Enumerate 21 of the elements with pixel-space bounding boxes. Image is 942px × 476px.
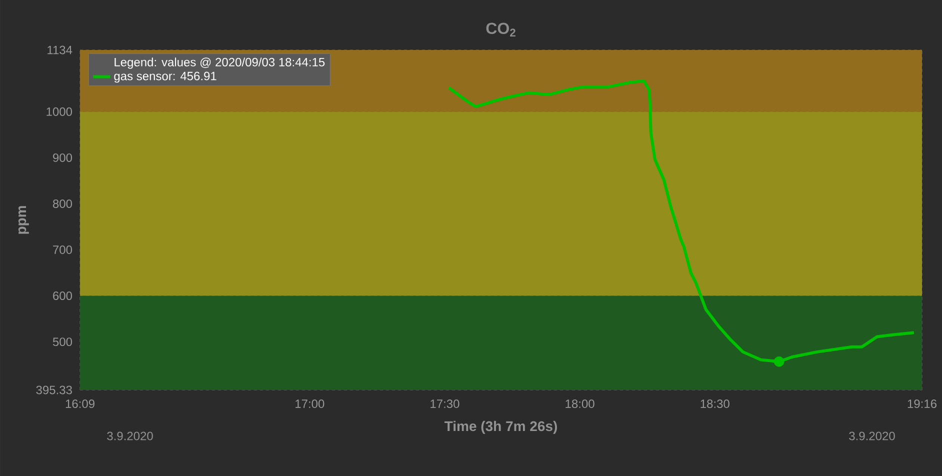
chart-title: CO$_{2}$ bbox=[486, 22, 516, 36]
x-tick-label: 18:00 bbox=[566, 400, 594, 408]
y-tick-label: 1000 bbox=[46, 107, 72, 116]
text: 3.9.2020 bbox=[107, 432, 153, 440]
y-axis-title: ppm bbox=[18, 206, 29, 234]
x-axis-title: Time (3h 7m 26s) bbox=[444, 420, 557, 434]
legend-title: Legend: values @ 2020/09/03 18:44:15 bbox=[114, 58, 325, 69]
y-tick-label: 700 bbox=[53, 246, 72, 254]
x-tick-label: 16:09 bbox=[66, 400, 94, 408]
x-tick-label: 17:00 bbox=[296, 400, 324, 408]
y-tick-label: 800 bbox=[52, 199, 72, 208]
legend-label: gas sensor: 456.91 bbox=[114, 72, 216, 83]
y-tick-label: 1134 bbox=[48, 46, 72, 54]
y-tick-label: 900 bbox=[53, 153, 72, 162]
y-tick-label: 500 bbox=[52, 338, 72, 346]
x-tick-label: 19:16 bbox=[908, 400, 936, 408]
y-tick-label: 395.33 bbox=[36, 386, 72, 394]
x-tick-label: 17:30 bbox=[430, 400, 460, 408]
x-tick-label: 18:30 bbox=[700, 400, 730, 408]
text: 3.9.2020 bbox=[849, 432, 895, 440]
y-tick-label: 600 bbox=[53, 292, 72, 300]
